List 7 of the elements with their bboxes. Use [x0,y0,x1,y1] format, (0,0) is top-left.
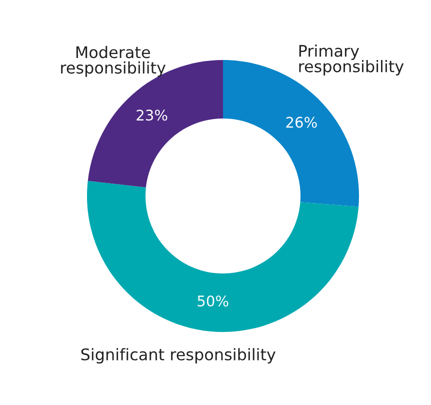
slice-label: Primary responsibility [299,44,404,76]
data-label: 26% [286,116,317,128]
slice-label: Moderate responsibility [61,46,166,77]
data-label: 23% [136,110,168,121]
data-label: 50% [198,295,228,307]
slice-label: Significant responsibility [81,348,276,364]
donut-slice [87,180,359,332]
